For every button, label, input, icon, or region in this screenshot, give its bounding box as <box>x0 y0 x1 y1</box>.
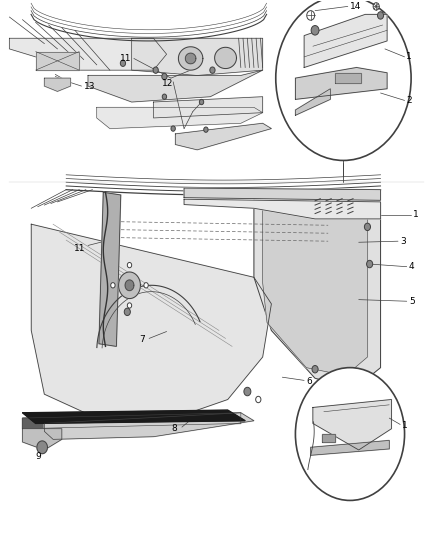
Circle shape <box>244 387 251 396</box>
Polygon shape <box>99 192 121 346</box>
Polygon shape <box>311 440 389 455</box>
Circle shape <box>276 0 411 160</box>
Polygon shape <box>254 200 381 389</box>
Circle shape <box>199 99 204 104</box>
Text: 11: 11 <box>120 54 132 63</box>
Circle shape <box>171 126 175 131</box>
Polygon shape <box>22 410 245 423</box>
Text: 13: 13 <box>84 82 95 91</box>
Text: 5: 5 <box>409 297 415 306</box>
Circle shape <box>311 26 319 35</box>
Polygon shape <box>185 53 196 64</box>
Circle shape <box>162 74 167 80</box>
Circle shape <box>378 12 384 19</box>
Polygon shape <box>295 88 330 115</box>
Circle shape <box>312 366 318 373</box>
Circle shape <box>127 262 132 268</box>
Polygon shape <box>184 188 381 200</box>
Polygon shape <box>22 429 62 450</box>
Circle shape <box>364 223 371 231</box>
Polygon shape <box>178 47 203 70</box>
Polygon shape <box>313 400 392 450</box>
Circle shape <box>367 260 373 268</box>
Circle shape <box>307 11 314 20</box>
Text: 4: 4 <box>409 262 414 271</box>
Text: 1: 1 <box>406 52 412 61</box>
Polygon shape <box>304 14 387 68</box>
Circle shape <box>162 94 166 99</box>
Circle shape <box>153 67 158 74</box>
Text: 11: 11 <box>74 244 86 253</box>
Text: 1: 1 <box>402 421 407 430</box>
Polygon shape <box>335 73 361 84</box>
Polygon shape <box>35 52 79 70</box>
Text: 9: 9 <box>35 452 41 461</box>
Polygon shape <box>321 434 335 442</box>
Polygon shape <box>22 413 241 429</box>
Circle shape <box>120 60 126 67</box>
Polygon shape <box>125 280 134 290</box>
Text: 3: 3 <box>400 237 406 246</box>
Polygon shape <box>119 272 141 298</box>
Polygon shape <box>31 224 272 421</box>
Polygon shape <box>44 78 71 91</box>
Text: 2: 2 <box>406 96 411 105</box>
Circle shape <box>373 3 379 10</box>
Circle shape <box>295 368 405 500</box>
Circle shape <box>204 127 208 132</box>
Polygon shape <box>97 107 263 128</box>
Circle shape <box>127 303 132 308</box>
Polygon shape <box>295 68 387 99</box>
Circle shape <box>124 308 131 316</box>
Polygon shape <box>88 70 263 102</box>
Circle shape <box>210 67 215 74</box>
Circle shape <box>111 282 115 288</box>
Polygon shape <box>184 199 381 219</box>
Text: 14: 14 <box>350 2 361 11</box>
Polygon shape <box>10 38 166 70</box>
Polygon shape <box>215 47 237 69</box>
Text: 7: 7 <box>139 335 145 344</box>
Circle shape <box>256 397 261 403</box>
Text: 12: 12 <box>162 79 173 88</box>
Polygon shape <box>263 206 367 376</box>
Circle shape <box>144 282 148 288</box>
Text: 1: 1 <box>413 210 419 219</box>
Polygon shape <box>153 96 263 118</box>
Polygon shape <box>37 441 47 454</box>
Polygon shape <box>175 123 272 150</box>
Text: 8: 8 <box>172 424 177 433</box>
Polygon shape <box>44 413 254 439</box>
Polygon shape <box>132 38 263 76</box>
Text: 6: 6 <box>306 377 312 386</box>
